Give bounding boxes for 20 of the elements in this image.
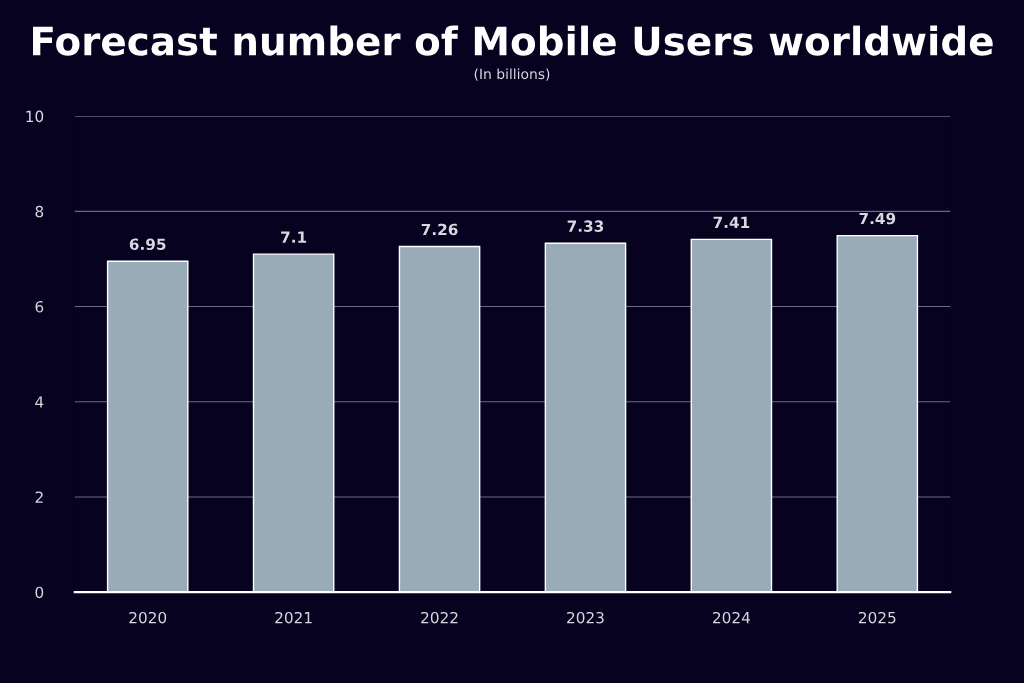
data-label: 6.95 (129, 238, 166, 251)
chart-title: Forecast number of Mobile Users worldwide (33, 25, 993, 56)
x-tick-label: 2025 (858, 611, 896, 624)
y-tick-label: 10 (26, 110, 44, 123)
y-tick-label: 2 (35, 491, 43, 503)
data-label: 7.49 (859, 212, 896, 225)
y-tick-label: 6 (35, 301, 44, 313)
data-label: 7.26 (421, 223, 458, 236)
x-tick-label: 2020 (129, 611, 167, 624)
data-label: 7.1 (281, 231, 307, 243)
y-tick-label: 4 (35, 396, 44, 408)
x-tick-label: 2022 (421, 611, 458, 624)
x-tick-label: 2024 (713, 611, 750, 624)
y-tick-label: 8 (35, 205, 44, 218)
x-tick-label: 2023 (567, 611, 604, 624)
y-tick-label: 0 (35, 586, 44, 599)
x-tick-label: 2021 (275, 611, 312, 624)
data-label: 7.41 (713, 216, 750, 228)
chart-subtitle: (In billions) (474, 68, 550, 81)
data-label: 7.33 (567, 220, 604, 232)
